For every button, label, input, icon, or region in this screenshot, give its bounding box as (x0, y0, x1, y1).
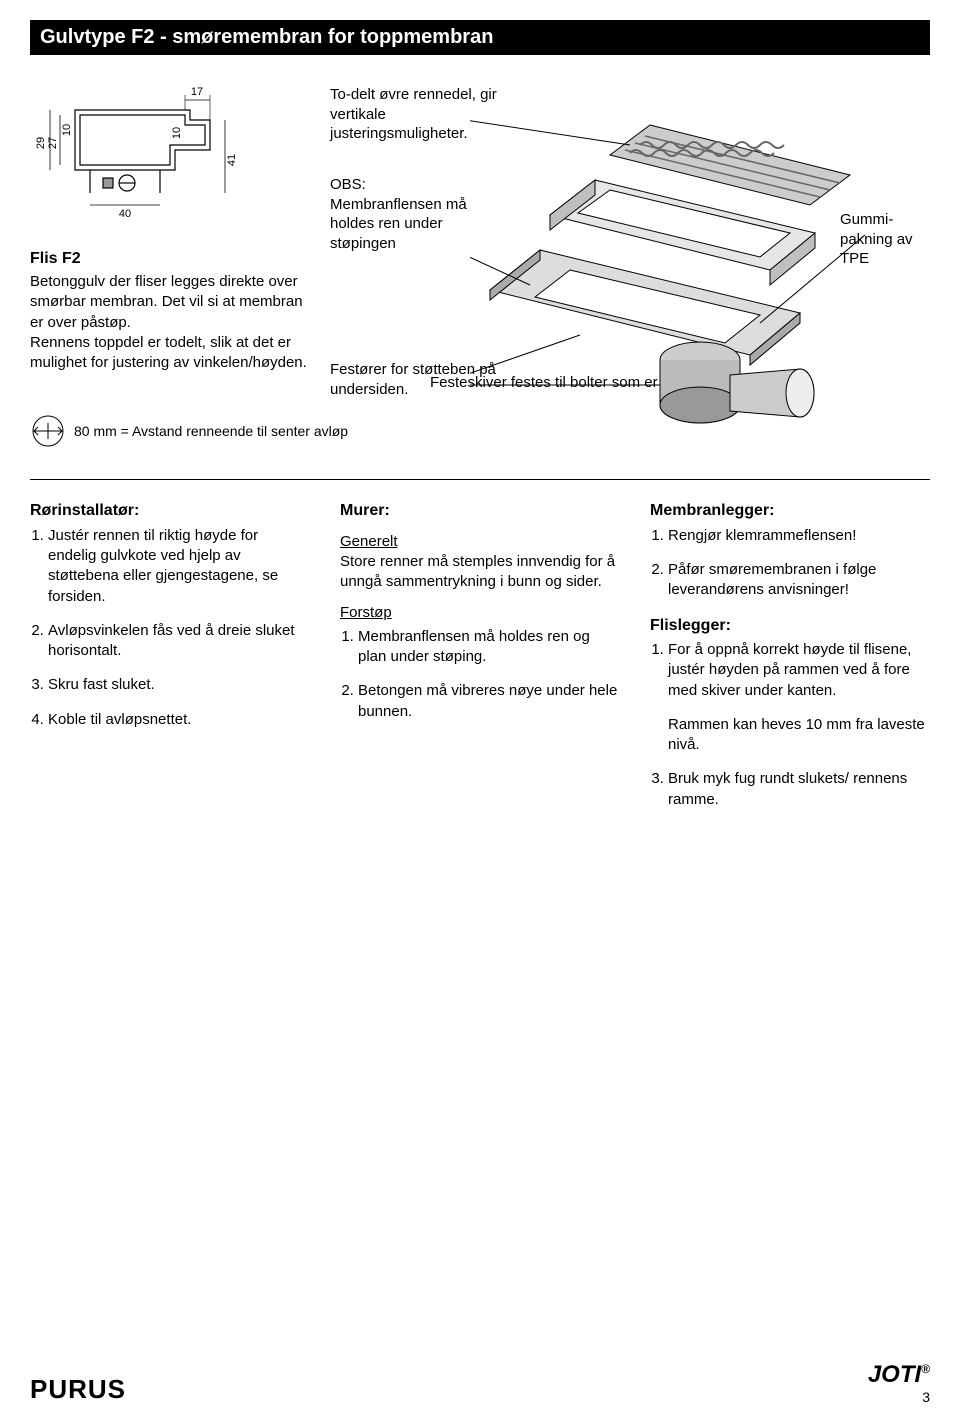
col-rorinstallator: Rørinstallatør: Justér rennen til riktig… (30, 500, 310, 824)
dim-41: 41 (226, 154, 238, 166)
dim-10a: 10 (171, 127, 183, 139)
col3-heading2: Flislegger: (650, 615, 930, 637)
logo-joti: JOTI® (868, 1361, 930, 1389)
col1-item-4: Koble til avløpsnettet. (48, 710, 310, 730)
dim-10b: 10 (61, 124, 73, 136)
col-membranlegger: Membranlegger: Rengjør klemrammeflensen!… (650, 500, 930, 824)
page-title: Gulvtype F2 - smøremembran for toppmembr… (40, 26, 493, 48)
top-right-area: To-delt øvre rennedel, gir vertikale jus… (330, 75, 930, 373)
col3b-item-1: For å oppnå korrekt høyde til flisene, j… (668, 640, 930, 755)
dim-17: 17 (191, 86, 203, 98)
col2-p1: Store renner må stemples inn­vendig for … (340, 552, 620, 593)
col2-sub1: Generelt (340, 532, 620, 552)
instruction-columns: Rørinstallatør: Justér rennen til riktig… (0, 480, 960, 824)
col2-item-1: Membranflensen må holdes ren og plan und… (358, 627, 620, 668)
upper-section: 17 10 29 27 10 40 41 Flis F2 Betonggulv … (0, 55, 960, 373)
col1-item-1: Justér rennen til riktig høyde for endel… (48, 526, 310, 607)
col1-item-3: Skru fast sluket. (48, 675, 310, 695)
col3a-item-1: Rengjør klemrammeflensen! (668, 526, 930, 546)
circle-note-text: 80 mm = Avstand renneende til senter avl… (74, 423, 348, 439)
dimension-drawing: 17 10 29 27 10 40 41 (30, 75, 250, 225)
col2-sub2: Forstøp (340, 603, 620, 623)
flis-heading: Flis F2 (30, 250, 310, 268)
isometric-drawing (470, 105, 890, 445)
flis-body: Betonggulv der fliser legges direkte ove… (30, 272, 310, 373)
page-footer: PURUS JOTI® 3 (30, 1361, 930, 1405)
col3b-item-3: Bruk myk fug rundt slukets/ rennens ramm… (668, 769, 930, 810)
col3-heading: Membranlegger: (650, 500, 930, 522)
col1-heading: Rørinstallatør: (30, 500, 310, 522)
circle-icon (30, 413, 66, 449)
col2-heading: Murer: (340, 500, 620, 522)
col3a-item-2: Påfør smøremembranen i følge leverandøre… (668, 560, 930, 601)
col1-item-2: Avløpsvinkelen fås ved å dreie sluket ho… (48, 621, 310, 662)
dim-27: 27 (47, 137, 59, 149)
logo-purus: PURUS (30, 1374, 126, 1405)
col-murer: Murer: Generelt Store renner må stemples… (340, 500, 620, 824)
col2-item-2: Betongen må vibreres nøye under hele bun… (358, 681, 620, 722)
annotation-obs: OBS: Membran­flensen må holdes ren under… (330, 175, 480, 253)
page-title-bar: Gulvtype F2 - smøremembran for toppmembr… (30, 20, 930, 55)
left-column: 17 10 29 27 10 40 41 Flis F2 Betonggulv … (30, 75, 310, 373)
dim-40: 40 (119, 208, 131, 220)
page-number: 3 (868, 1389, 930, 1405)
dim-29: 29 (35, 137, 47, 149)
